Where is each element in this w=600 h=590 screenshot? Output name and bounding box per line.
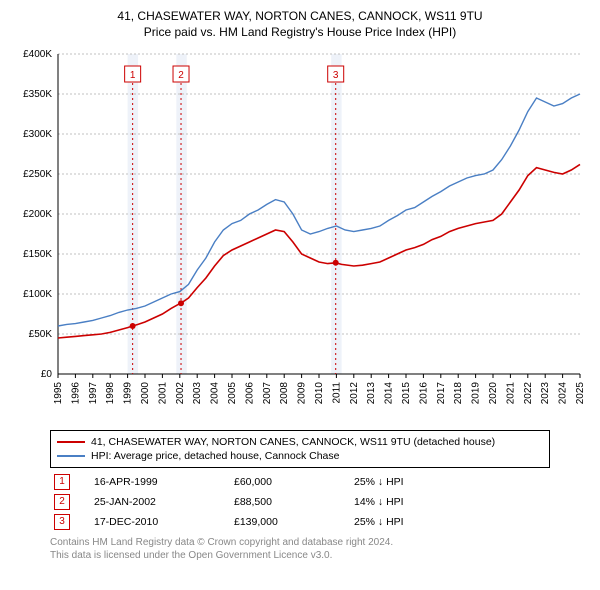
markers-table: 1 16-APR-1999£60,00025% ↓ HPI 2 25-JAN-2002… <box>50 472 550 532</box>
svg-text:2004: 2004 <box>210 382 221 405</box>
marker-delta: 14% ↓ HPI <box>350 492 550 512</box>
marker-date: 16-APR-1999 <box>90 472 230 492</box>
legend-swatch-property <box>57 441 85 443</box>
svg-text:1999: 1999 <box>123 382 134 405</box>
svg-text:2012: 2012 <box>349 382 360 405</box>
svg-text:2000: 2000 <box>140 382 151 405</box>
svg-text:2014: 2014 <box>384 382 395 405</box>
marker-price: £60,000 <box>230 472 350 492</box>
svg-text:2008: 2008 <box>279 382 290 405</box>
svg-text:£100K: £100K <box>23 289 52 300</box>
svg-text:2007: 2007 <box>262 382 273 405</box>
svg-text:2017: 2017 <box>436 382 447 405</box>
svg-text:1: 1 <box>130 70 136 81</box>
title-block: 41, CHASEWATER WAY, NORTON CANES, CANNOC… <box>10 8 590 40</box>
legend-row-property: 41, CHASEWATER WAY, NORTON CANES, CANNOC… <box>57 435 543 449</box>
svg-text:2010: 2010 <box>314 382 325 405</box>
svg-text:1996: 1996 <box>70 382 81 405</box>
marker-delta: 25% ↓ HPI <box>350 472 550 492</box>
marker-row: 1 16-APR-1999£60,00025% ↓ HPI <box>50 472 550 492</box>
svg-text:2025: 2025 <box>575 382 586 405</box>
svg-text:£0: £0 <box>41 369 53 380</box>
legend-box: 41, CHASEWATER WAY, NORTON CANES, CANNOC… <box>50 430 550 468</box>
svg-text:1998: 1998 <box>105 382 116 405</box>
svg-text:2024: 2024 <box>558 382 569 405</box>
svg-text:£250K: £250K <box>23 169 52 180</box>
svg-text:2020: 2020 <box>488 382 499 405</box>
svg-text:2009: 2009 <box>297 382 308 405</box>
svg-text:£300K: £300K <box>23 129 52 140</box>
svg-text:2001: 2001 <box>157 382 168 405</box>
svg-text:£200K: £200K <box>23 209 52 220</box>
svg-text:2002: 2002 <box>175 382 186 405</box>
svg-text:£350K: £350K <box>23 89 52 100</box>
marker-id-box: 3 <box>54 514 70 530</box>
marker-delta: 25% ↓ HPI <box>350 512 550 532</box>
attribution-line-2: This data is licensed under the Open Gov… <box>50 549 550 562</box>
attribution: Contains HM Land Registry data © Crown c… <box>50 536 550 562</box>
marker-date: 17-DEC-2010 <box>90 512 230 532</box>
svg-text:£150K: £150K <box>23 249 52 260</box>
svg-text:2: 2 <box>178 70 184 81</box>
marker-row: 2 25-JAN-2002£88,50014% ↓ HPI <box>50 492 550 512</box>
marker-price: £88,500 <box>230 492 350 512</box>
legend-swatch-hpi <box>57 455 85 457</box>
svg-text:2015: 2015 <box>401 382 412 405</box>
svg-text:2006: 2006 <box>244 382 255 405</box>
svg-text:2018: 2018 <box>453 382 464 405</box>
marker-price: £139,000 <box>230 512 350 532</box>
attribution-line-1: Contains HM Land Registry data © Crown c… <box>50 536 550 549</box>
marker-row: 3 17-DEC-2010£139,00025% ↓ HPI <box>50 512 550 532</box>
title-line-2: Price paid vs. HM Land Registry's House … <box>10 24 590 40</box>
svg-text:2023: 2023 <box>540 382 551 405</box>
chart-svg: £0 £50K £100K £150K £200K £250K £300K £350K £400… <box>10 44 590 424</box>
legend-row-hpi: HPI: Average price, detached house, Cann… <box>57 449 543 463</box>
svg-text:2011: 2011 <box>331 382 342 404</box>
marker-id-box: 2 <box>54 494 70 510</box>
chart-area: £0 £50K £100K £150K £200K £250K £300K £350K £400… <box>10 44 590 424</box>
svg-text:2016: 2016 <box>418 382 429 405</box>
svg-text:3: 3 <box>333 70 339 81</box>
svg-text:2003: 2003 <box>192 382 203 405</box>
svg-text:1997: 1997 <box>88 382 99 405</box>
title-line-1: 41, CHASEWATER WAY, NORTON CANES, CANNOC… <box>10 8 590 24</box>
marker-id-box: 1 <box>54 474 70 490</box>
svg-text:2021: 2021 <box>505 382 516 405</box>
svg-text:2022: 2022 <box>523 382 534 405</box>
marker-date: 25-JAN-2002 <box>90 492 230 512</box>
svg-text:1995: 1995 <box>53 382 64 405</box>
svg-text:£400K: £400K <box>23 49 52 60</box>
legend-label-hpi: HPI: Average price, detached house, Cann… <box>91 450 339 462</box>
svg-text:£50K: £50K <box>29 329 53 340</box>
legend-label-property: 41, CHASEWATER WAY, NORTON CANES, CANNOC… <box>91 436 495 448</box>
svg-text:2013: 2013 <box>366 382 377 405</box>
figure-container: 41, CHASEWATER WAY, NORTON CANES, CANNOC… <box>0 0 600 590</box>
svg-text:2005: 2005 <box>227 382 238 405</box>
svg-text:2019: 2019 <box>471 382 482 405</box>
